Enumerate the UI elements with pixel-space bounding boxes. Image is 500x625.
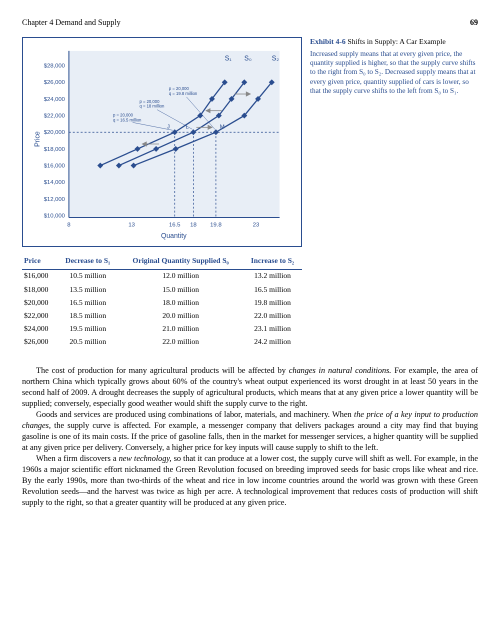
chapter-label: Chapter 4 Demand and Supply [22, 18, 121, 29]
svg-text:q = 19.8 million: q = 19.8 million [169, 91, 198, 96]
svg-text:18: 18 [190, 222, 197, 228]
svg-text:$16,000: $16,000 [44, 163, 66, 169]
svg-text:$10,000: $10,000 [44, 213, 66, 219]
exhibit-subtitle: Shifts in Supply: A Car Example [348, 37, 446, 46]
table-row: $20,00016.5 million18.0 million19.8 mill… [22, 296, 302, 309]
svg-text:M: M [220, 124, 225, 130]
svg-text:q = 16.5 million: q = 16.5 million [113, 117, 142, 122]
table-row: $22,00018.5 million20.0 million22.0 mill… [22, 309, 302, 322]
col-price: Price [22, 253, 57, 270]
svg-text:S₂: S₂ [272, 55, 280, 62]
supply-chart: $10,000 $12,000 $14,000 $16,000 $18,000 … [22, 37, 302, 247]
supply-table: Price Decrease to S₁ Original Quantity S… [22, 253, 302, 349]
svg-text:Price: Price [34, 131, 41, 147]
svg-text:13: 13 [128, 222, 135, 228]
page-number: 69 [470, 18, 478, 29]
svg-text:$12,000: $12,000 [44, 197, 66, 203]
svg-text:$20,000: $20,000 [44, 130, 66, 136]
table-row: $26,00020.5 million22.0 million24.2 mill… [22, 336, 302, 349]
svg-text:S₀: S₀ [244, 55, 252, 62]
exhibit-number: Exhibit 4-6 [310, 37, 346, 46]
body-text: The cost of production for many agricult… [22, 365, 478, 509]
exhibit-title: Exhibit 4-6 Shifts in Supply: A Car Exam… [310, 37, 478, 47]
svg-text:$14,000: $14,000 [44, 180, 66, 186]
svg-text:8: 8 [67, 222, 71, 228]
svg-text:$26,000: $26,000 [44, 80, 66, 86]
col-s0: Original Quantity Supplied S₀ [118, 253, 243, 270]
svg-text:$24,000: $24,000 [44, 97, 66, 103]
paragraph-3: When a firm discovers a new technology, … [22, 453, 478, 508]
table-header-row: Price Decrease to S₁ Original Quantity S… [22, 253, 302, 270]
page-header: Chapter 4 Demand and Supply 69 [22, 18, 478, 29]
svg-text:$28,000: $28,000 [44, 63, 66, 69]
exhibit-section: $10,000 $12,000 $14,000 $16,000 $18,000 … [22, 37, 478, 247]
exhibit-description: Increased supply means that at every giv… [310, 50, 478, 97]
svg-text:q = 18 million: q = 18 million [139, 104, 165, 109]
paragraph-1: The cost of production for many agricult… [22, 365, 478, 409]
col-s1: Decrease to S₁ [57, 253, 118, 270]
paragraph-2: Goods and services are produced using co… [22, 409, 478, 453]
svg-text:$18,000: $18,000 [44, 147, 66, 153]
svg-text:19.8: 19.8 [210, 222, 222, 228]
exhibit-caption: Exhibit 4-6 Shifts in Supply: A Car Exam… [310, 37, 478, 247]
svg-text:Quantity: Quantity [161, 233, 187, 240]
table-row: $24,00019.5 million21.0 million23.1 mill… [22, 322, 302, 335]
svg-text:$22,000: $22,000 [44, 113, 66, 119]
svg-text:16.5: 16.5 [169, 222, 181, 228]
col-s2: Increase to S₂ [243, 253, 302, 270]
svg-text:S₁: S₁ [225, 55, 233, 62]
svg-text:23: 23 [253, 222, 260, 228]
table-row: $16,00010.5 million12.0 million13.2 mill… [22, 269, 302, 283]
chart-svg: $10,000 $12,000 $14,000 $16,000 $18,000 … [29, 46, 295, 242]
table-row: $18,00013.5 million15.0 million16.5 mill… [22, 283, 302, 296]
